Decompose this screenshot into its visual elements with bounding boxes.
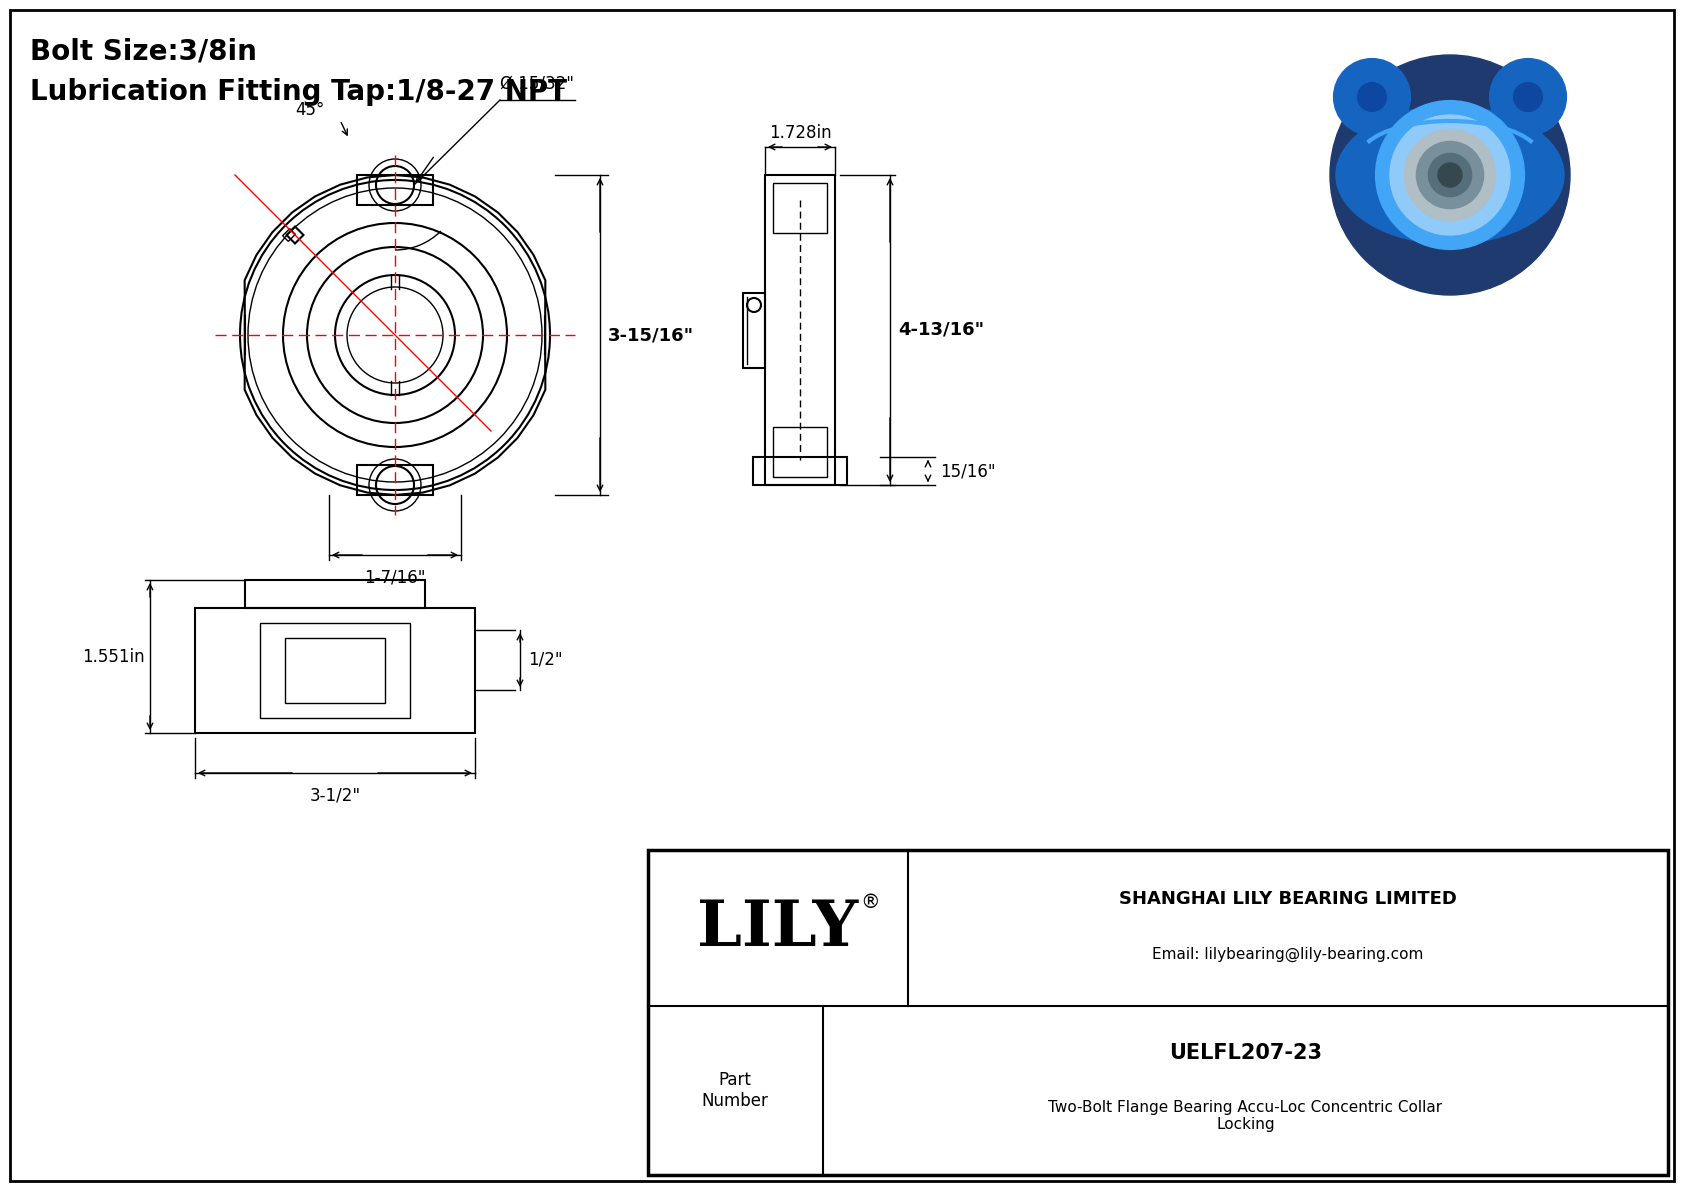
Bar bbox=[743, 293, 765, 368]
Bar bbox=[773, 183, 827, 233]
Circle shape bbox=[1490, 58, 1566, 136]
Text: Bolt Size:3/8in: Bolt Size:3/8in bbox=[30, 38, 258, 66]
Circle shape bbox=[1438, 163, 1462, 187]
Text: UELFL207-23: UELFL207-23 bbox=[1169, 1043, 1322, 1064]
Ellipse shape bbox=[1335, 106, 1564, 244]
Circle shape bbox=[1514, 82, 1543, 112]
Text: ®: ® bbox=[861, 893, 879, 912]
Circle shape bbox=[1389, 116, 1511, 235]
Circle shape bbox=[1404, 130, 1495, 220]
Bar bbox=[244, 580, 424, 607]
Text: 15/16": 15/16" bbox=[940, 462, 995, 480]
Text: 1/2": 1/2" bbox=[529, 651, 562, 669]
Text: Lubrication Fitting Tap:1/8-27 NPT: Lubrication Fitting Tap:1/8-27 NPT bbox=[30, 77, 568, 106]
Text: 3-1/2": 3-1/2" bbox=[310, 787, 360, 805]
Bar bbox=[195, 607, 475, 732]
Bar bbox=[283, 229, 295, 242]
Text: 1-7/16": 1-7/16" bbox=[364, 569, 426, 587]
Text: Ø 15/32": Ø 15/32" bbox=[500, 74, 574, 92]
Bar bbox=[357, 175, 433, 205]
Text: Two-Bolt Flange Bearing Accu-Loc Concentric Collar
Locking: Two-Bolt Flange Bearing Accu-Loc Concent… bbox=[1049, 1099, 1443, 1133]
Circle shape bbox=[1416, 142, 1484, 208]
Bar bbox=[773, 428, 827, 478]
Bar bbox=[259, 623, 409, 718]
Circle shape bbox=[1428, 154, 1472, 197]
Bar bbox=[285, 638, 386, 703]
Text: LILY: LILY bbox=[697, 898, 859, 959]
Bar bbox=[286, 226, 303, 243]
Text: 1.551in: 1.551in bbox=[83, 648, 145, 666]
Circle shape bbox=[1357, 82, 1386, 112]
Bar bbox=[765, 175, 835, 485]
Text: 3-15/16": 3-15/16" bbox=[608, 326, 694, 344]
Circle shape bbox=[1330, 55, 1569, 295]
Text: 4-13/16": 4-13/16" bbox=[898, 322, 983, 339]
Text: Email: lilybearing@lily-bearing.com: Email: lilybearing@lily-bearing.com bbox=[1152, 947, 1423, 961]
Text: 1.728in: 1.728in bbox=[768, 124, 832, 142]
Bar bbox=[648, 850, 1667, 1176]
Bar bbox=[357, 464, 433, 495]
Circle shape bbox=[1334, 58, 1411, 136]
Text: 45°: 45° bbox=[295, 101, 325, 119]
Circle shape bbox=[1376, 100, 1524, 249]
Bar bbox=[753, 457, 847, 485]
Text: SHANGHAI LILY BEARING LIMITED: SHANGHAI LILY BEARING LIMITED bbox=[1120, 890, 1457, 908]
Text: Part
Number: Part Number bbox=[702, 1071, 768, 1110]
